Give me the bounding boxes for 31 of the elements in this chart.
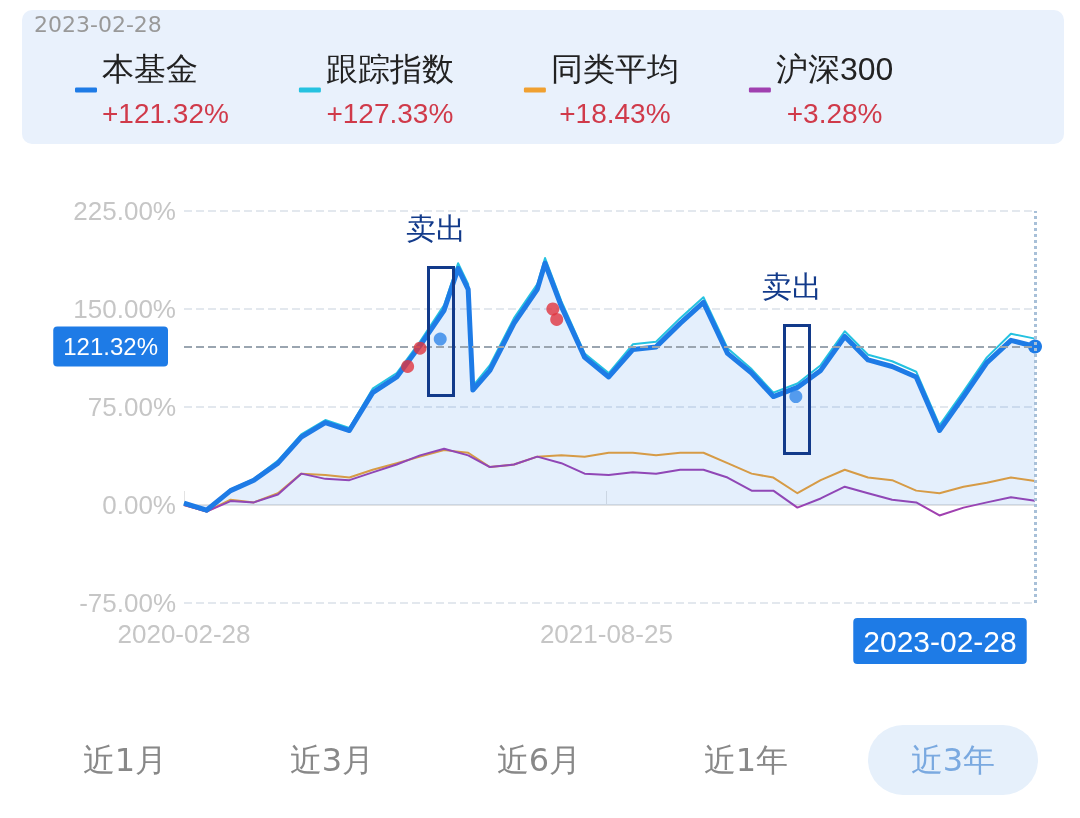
point <box>433 332 447 346</box>
text: 近1年 <box>702 740 790 781</box>
legend-label: 跟踪指数 <box>325 51 454 87</box>
text: 近1月 <box>81 740 169 781</box>
y-tick-label: -75.00% <box>79 588 176 618</box>
y-tick-label: 225.00% <box>73 196 176 226</box>
annotation: 卖出 <box>761 267 822 306</box>
y-tick-label: 0.00% <box>102 490 176 520</box>
y-tick-label: 75.00% <box>87 392 176 422</box>
text: 2023-02-28 <box>34 12 162 37</box>
y-tick-label: 150.00% <box>73 294 176 324</box>
text: 近3月 <box>288 740 376 781</box>
legend-label: 本基金 <box>102 51 198 87</box>
legend-label: 沪深300 <box>775 51 894 87</box>
text: +18.43% <box>559 97 671 129</box>
ref-line-label: 121.32% <box>63 332 158 360</box>
point <box>546 302 560 316</box>
text: +127.33% <box>326 97 454 129</box>
text: 近3年 <box>868 725 1038 795</box>
point <box>413 341 427 355</box>
point <box>789 390 803 404</box>
text: +121.32% <box>102 97 229 129</box>
text: +3.28% <box>786 97 883 129</box>
ref-line-label: 2023-02-28 <box>863 624 1017 658</box>
text: 近6月 <box>495 740 583 781</box>
annotation: 卖出 <box>406 210 467 249</box>
x-tick-label: 2021-08-25 <box>539 619 673 649</box>
point <box>550 312 564 326</box>
legend-label: 同类平均 <box>550 51 679 87</box>
x-tick-label: 2020-02-28 <box>117 619 251 649</box>
point <box>401 360 415 373</box>
